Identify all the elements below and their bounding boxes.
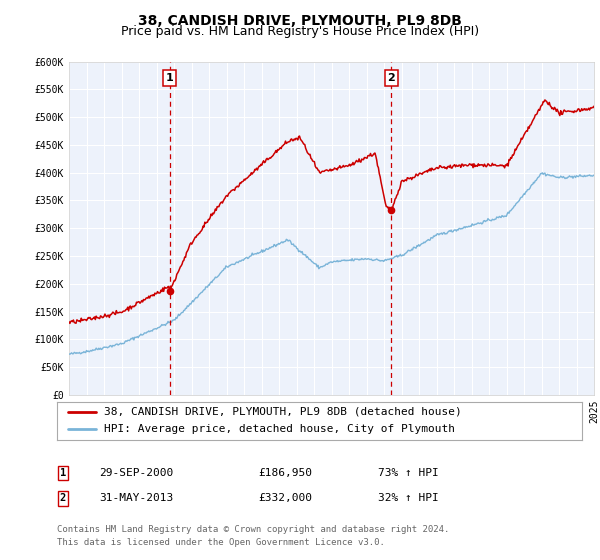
Text: 38, CANDISH DRIVE, PLYMOUTH, PL9 8DB (detached house): 38, CANDISH DRIVE, PLYMOUTH, PL9 8DB (de… <box>104 407 462 417</box>
Text: £332,000: £332,000 <box>258 493 312 503</box>
Text: 31-MAY-2013: 31-MAY-2013 <box>99 493 173 503</box>
Text: 1: 1 <box>166 73 173 83</box>
Text: HPI: Average price, detached house, City of Plymouth: HPI: Average price, detached house, City… <box>104 424 455 435</box>
Text: Contains HM Land Registry data © Crown copyright and database right 2024.: Contains HM Land Registry data © Crown c… <box>57 525 449 534</box>
Text: This data is licensed under the Open Government Licence v3.0.: This data is licensed under the Open Gov… <box>57 538 385 547</box>
Text: 38, CANDISH DRIVE, PLYMOUTH, PL9 8DB: 38, CANDISH DRIVE, PLYMOUTH, PL9 8DB <box>138 14 462 28</box>
Text: 29-SEP-2000: 29-SEP-2000 <box>99 468 173 478</box>
Text: 73% ↑ HPI: 73% ↑ HPI <box>378 468 439 478</box>
Text: 32% ↑ HPI: 32% ↑ HPI <box>378 493 439 503</box>
Text: Price paid vs. HM Land Registry's House Price Index (HPI): Price paid vs. HM Land Registry's House … <box>121 25 479 38</box>
Text: 2: 2 <box>60 493 66 503</box>
Text: £186,950: £186,950 <box>258 468 312 478</box>
Text: 1: 1 <box>60 468 66 478</box>
Text: 2: 2 <box>388 73 395 83</box>
